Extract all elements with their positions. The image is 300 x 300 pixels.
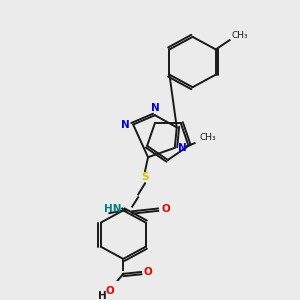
- Text: CH₃: CH₃: [200, 133, 216, 142]
- Text: N: N: [151, 103, 159, 113]
- Text: N: N: [121, 119, 130, 130]
- Text: S: S: [141, 172, 149, 182]
- Text: O: O: [106, 286, 115, 296]
- Text: HN: HN: [103, 203, 121, 214]
- Text: H: H: [98, 291, 107, 300]
- Text: O: O: [161, 203, 170, 214]
- Text: CH₃: CH₃: [232, 31, 248, 40]
- Text: O: O: [144, 267, 152, 277]
- Text: N: N: [178, 143, 187, 153]
